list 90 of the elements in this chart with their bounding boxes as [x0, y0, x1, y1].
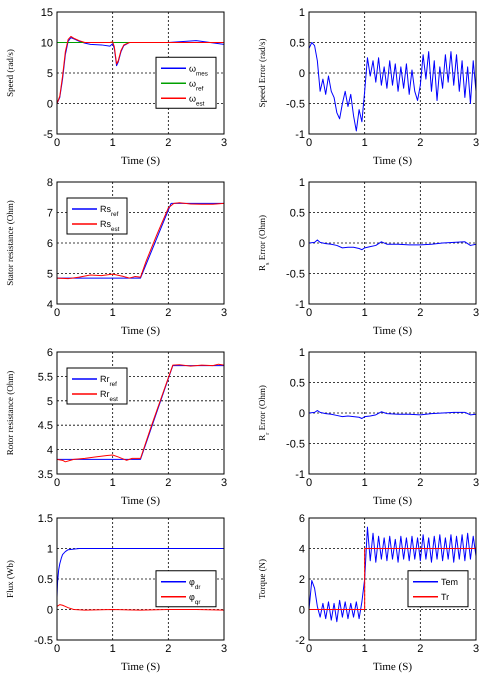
x-axis-title: Time (S)	[120, 495, 160, 507]
legend-label: Rr$_{ref}$	[100, 374, 118, 388]
y-tick-label: 1	[46, 544, 53, 556]
y-tick-label: 0.5	[38, 574, 53, 586]
x-tick-label: 2	[417, 477, 424, 489]
y-tick-label: 2	[298, 574, 305, 586]
x-axis-title: Time (S)	[372, 661, 412, 673]
legend-label: ω$_{est}$	[189, 93, 205, 107]
x-tick-label: 2	[417, 137, 424, 149]
y-axis-title: Speed (rad/s)	[5, 49, 15, 97]
y-tick-label: -0.5	[286, 268, 305, 280]
y-axis-title: Speed Error (rad/s)	[257, 38, 267, 108]
y-tick-label: 6	[46, 238, 53, 250]
y-tick-label: -5	[43, 129, 53, 141]
y-tick-label: -0.5	[286, 438, 305, 450]
y-tick-label: 6	[298, 513, 305, 525]
y-axis-title: Rotor resistance (Ohm)	[5, 370, 15, 456]
x-tick-label: 2	[165, 307, 172, 319]
legend-label: Tr	[441, 592, 450, 602]
y-tick-label: 0	[46, 98, 53, 110]
y-tick-label: -1	[295, 469, 305, 481]
legend-label: φ$_{dr}$	[189, 576, 200, 590]
x-tick-label: 1	[362, 307, 368, 319]
y-tick-label: 0.5	[290, 208, 305, 220]
x-tick-label: 3	[220, 643, 228, 655]
y-tick-label: -2	[295, 635, 305, 647]
x-tick-label: 2	[165, 477, 172, 489]
y-tick-label: 0.5	[290, 38, 305, 50]
y-tick-label: 1	[298, 177, 305, 189]
x-axis-title: Time (S)	[120, 155, 160, 167]
y-tick-label: 5.5	[38, 371, 53, 384]
y-tick-label: 0	[298, 408, 305, 420]
legend-label: ω$_{ref}$	[189, 78, 204, 92]
y-axis-title: Stator resistance (Ohm)	[5, 200, 15, 286]
y-tick-label: 0	[46, 604, 53, 616]
y-tick-label: 15	[40, 7, 53, 19]
y-tick-label: -1	[295, 129, 305, 141]
y-tick-label: 5	[46, 396, 53, 408]
x-axis-title: Time (S)	[372, 495, 412, 507]
y-tick-label: 10	[40, 38, 53, 50]
x-tick-label: 3	[472, 643, 480, 655]
y-tick-label: 4	[46, 299, 53, 311]
y-tick-label: -0.5	[286, 98, 305, 110]
y-tick-label: 0.5	[290, 378, 305, 390]
x-tick-label: 1	[362, 477, 368, 489]
y-tick-label: 0	[298, 604, 305, 616]
y-tick-label: 5	[46, 68, 53, 80]
x-axis-title: Time (S)	[372, 155, 412, 167]
y-tick-label: 0	[298, 68, 305, 80]
legend-label: Rs$_{ref}$	[100, 204, 119, 218]
x-tick-label: 1	[362, 643, 368, 655]
y-tick-label: 8	[46, 177, 53, 189]
legend-label: Tem	[441, 576, 458, 587]
x-tick-label: 1	[110, 643, 116, 655]
y-tick-label: 4	[298, 544, 305, 556]
x-tick-label: 1	[110, 137, 116, 149]
x-tick-label: 3	[472, 307, 480, 319]
x-tick-label: 2	[417, 643, 424, 655]
x-tick-label: 3	[220, 307, 228, 319]
x-tick-label: 3	[220, 477, 228, 489]
y-tick-label: 3.5	[38, 469, 53, 481]
y-tick-label: -0.5	[34, 635, 53, 647]
y-tick-label: 4.5	[38, 420, 53, 432]
legend-label: φ$_{qr}$	[189, 592, 200, 606]
x-tick-label: 3	[472, 477, 480, 489]
y-tick-label: 5	[46, 268, 53, 280]
x-tick-label: 2	[165, 137, 172, 149]
y-tick-label: 7	[46, 208, 53, 220]
x-axis-title: Time (S)	[372, 325, 412, 337]
x-tick-label: 1	[110, 477, 116, 489]
legend-label: Rs$_{est}$	[100, 219, 120, 232]
x-tick-label: 2	[417, 307, 424, 319]
legend-label: ω$_{mes}$	[189, 63, 208, 77]
y-tick-label: 6	[46, 347, 53, 359]
legend-label: Rr$_{est}$	[100, 389, 118, 402]
x-axis-title: Time (S)	[120, 661, 160, 673]
x-tick-label: 2	[165, 643, 172, 655]
y-tick-label: 1	[298, 347, 305, 359]
y-axis-title: Flux (Wb)	[5, 560, 15, 598]
x-tick-label: 1	[110, 307, 116, 319]
y-tick-label: 1	[298, 7, 305, 19]
x-tick-label: 3	[472, 137, 480, 149]
y-tick-label: -1	[295, 299, 305, 311]
y-tick-label: 1.5	[38, 513, 53, 525]
x-tick-label: 3	[220, 137, 228, 149]
x-tick-label: 1	[362, 137, 368, 149]
y-tick-label: 0	[298, 238, 305, 250]
y-axis-title: Torque (N)	[257, 558, 267, 600]
y-tick-label: 4	[46, 444, 53, 457]
x-axis-title: Time (S)	[120, 325, 160, 337]
